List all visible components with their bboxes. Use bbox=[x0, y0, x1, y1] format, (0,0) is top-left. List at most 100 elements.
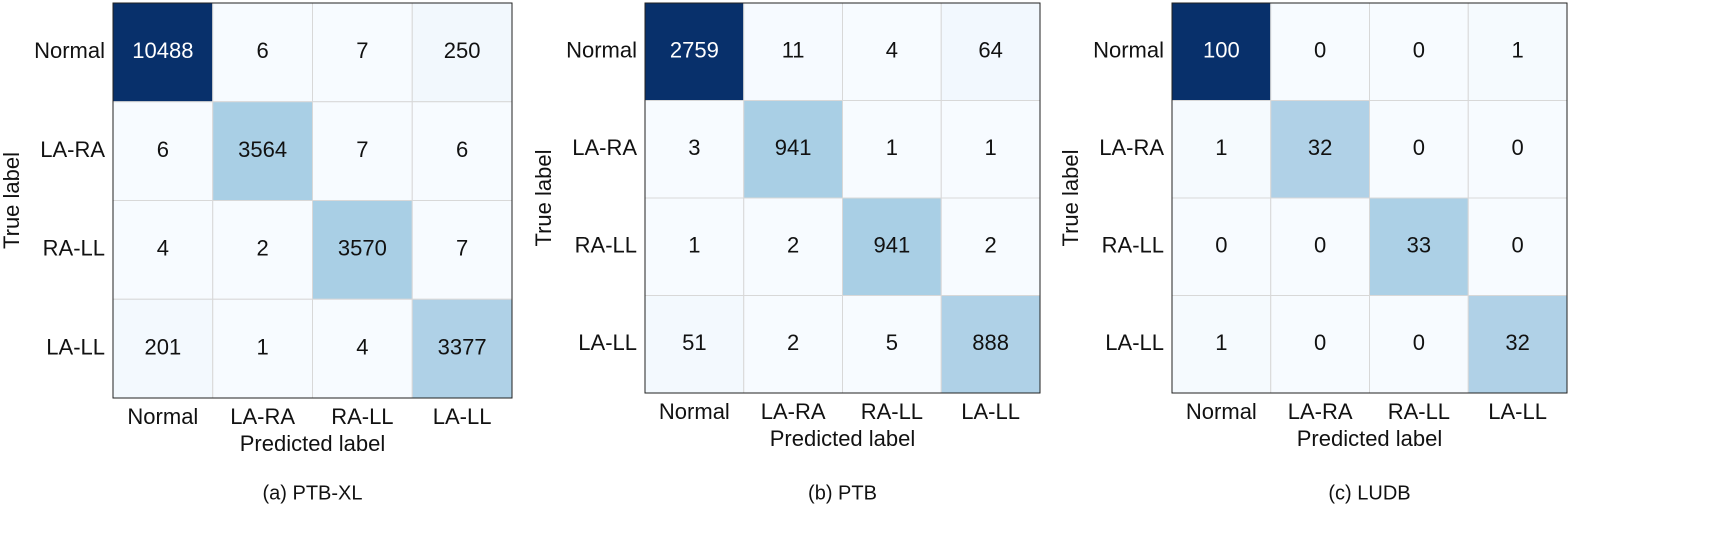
cell-label: 10488 bbox=[132, 38, 193, 63]
cell-label: 0 bbox=[1512, 233, 1524, 258]
y-tick-label: Normal bbox=[566, 38, 637, 63]
y-axis-label: True label bbox=[531, 149, 556, 246]
cell bbox=[212, 101, 313, 201]
y-tick-label: LA-RA bbox=[40, 137, 105, 162]
cell-label: 888 bbox=[972, 330, 1009, 355]
x-axis-label: Predicted label bbox=[770, 426, 916, 451]
y-tick-label: LA-LL bbox=[578, 330, 637, 355]
x-tick-label: RA-LL bbox=[861, 399, 923, 424]
cell-label: 941 bbox=[874, 233, 911, 258]
cell-label: 51 bbox=[682, 330, 706, 355]
cell bbox=[312, 298, 413, 399]
y-tick-label: LA-RA bbox=[572, 135, 637, 160]
cell-label: 5 bbox=[886, 330, 898, 355]
panel-title: (b) PTB bbox=[808, 482, 877, 504]
cell-label: 1 bbox=[257, 334, 269, 359]
cell-label: 0 bbox=[1413, 330, 1425, 355]
cell-label: 6 bbox=[456, 137, 468, 162]
cell bbox=[1171, 197, 1272, 296]
x-tick-label: RA-LL bbox=[331, 404, 393, 429]
cell-label: 32 bbox=[1505, 330, 1529, 355]
cell-label: 1 bbox=[886, 135, 898, 160]
cell bbox=[212, 2, 313, 103]
cell bbox=[212, 200, 313, 300]
cell-label: 0 bbox=[1314, 233, 1326, 258]
cell bbox=[411, 2, 513, 103]
cell-label: 0 bbox=[1314, 330, 1326, 355]
cell bbox=[940, 295, 1041, 394]
cell-label: 6 bbox=[157, 137, 169, 162]
cell-label: 1 bbox=[1512, 38, 1524, 63]
cell-label: 2 bbox=[257, 236, 269, 261]
y-tick-label: LA-LL bbox=[1105, 330, 1164, 355]
cell-label: 3570 bbox=[338, 236, 387, 261]
cell bbox=[1467, 100, 1568, 199]
cell-label: 0 bbox=[1215, 233, 1227, 258]
x-tick-label: Normal bbox=[659, 399, 730, 424]
cell-label: 941 bbox=[775, 135, 812, 160]
cell-label: 250 bbox=[444, 38, 481, 63]
x-tick-label: LA-LL bbox=[433, 404, 492, 429]
cell-label: 100 bbox=[1203, 38, 1240, 63]
x-tick-label: Normal bbox=[1186, 399, 1257, 424]
cell bbox=[1369, 197, 1469, 296]
cell-label: 1 bbox=[985, 135, 997, 160]
y-tick-label: Normal bbox=[34, 38, 105, 63]
cell bbox=[112, 101, 214, 201]
cell-label: 1 bbox=[688, 233, 700, 258]
y-tick-label: RA-LL bbox=[1102, 233, 1164, 258]
cell bbox=[1171, 100, 1272, 199]
cell-label: 2 bbox=[787, 233, 799, 258]
cell bbox=[112, 2, 214, 103]
x-tick-label: LA-LL bbox=[1488, 399, 1547, 424]
cell-label: 7 bbox=[356, 38, 368, 63]
cell bbox=[842, 197, 942, 296]
cell bbox=[1369, 295, 1469, 394]
x-axis-label: Predicted label bbox=[1297, 426, 1443, 451]
cell bbox=[1467, 295, 1568, 394]
cell-label: 3377 bbox=[438, 334, 487, 359]
frame bbox=[112, 2, 513, 399]
x-tick-label: Normal bbox=[127, 404, 198, 429]
y-tick-label: LA-RA bbox=[1099, 135, 1164, 160]
cell-label: 4 bbox=[886, 38, 898, 63]
cell bbox=[940, 197, 1041, 296]
cell-label: 7 bbox=[356, 137, 368, 162]
cell bbox=[1270, 197, 1370, 296]
cell bbox=[411, 200, 513, 300]
frame bbox=[644, 2, 1041, 394]
x-tick-label: LA-RA bbox=[230, 404, 295, 429]
cell bbox=[411, 298, 513, 399]
cell-label: 3 bbox=[688, 135, 700, 160]
cell bbox=[112, 298, 214, 399]
panel-title: (a) PTB-XL bbox=[262, 482, 362, 504]
cell-label: 0 bbox=[1512, 135, 1524, 160]
cell bbox=[644, 100, 745, 199]
y-tick-label: LA-LL bbox=[46, 334, 105, 359]
cell bbox=[1467, 197, 1568, 296]
cell bbox=[1270, 295, 1370, 394]
cell bbox=[644, 295, 745, 394]
cell-label: 32 bbox=[1308, 135, 1332, 160]
cell-label: 33 bbox=[1407, 233, 1431, 258]
y-tick-label: RA-LL bbox=[575, 233, 637, 258]
cell bbox=[411, 101, 513, 201]
cell-label: 0 bbox=[1314, 38, 1326, 63]
cell-label: 6 bbox=[257, 38, 269, 63]
x-axis-label: Predicted label bbox=[240, 431, 386, 456]
cell-label: 1 bbox=[1215, 135, 1227, 160]
frame bbox=[1171, 2, 1568, 394]
x-tick-label: LA-RA bbox=[761, 399, 826, 424]
cell-label: 2759 bbox=[670, 38, 719, 63]
x-tick-label: RA-LL bbox=[1388, 399, 1450, 424]
cell bbox=[842, 295, 942, 394]
cell-label: 0 bbox=[1413, 135, 1425, 160]
cell bbox=[743, 2, 843, 101]
cell-label: 11 bbox=[782, 38, 805, 63]
cell bbox=[842, 100, 942, 199]
cell-label: 64 bbox=[978, 38, 1002, 63]
cell-label: 1 bbox=[1215, 330, 1227, 355]
x-tick-label: LA-RA bbox=[1288, 399, 1353, 424]
cell-label: 2 bbox=[985, 233, 997, 258]
